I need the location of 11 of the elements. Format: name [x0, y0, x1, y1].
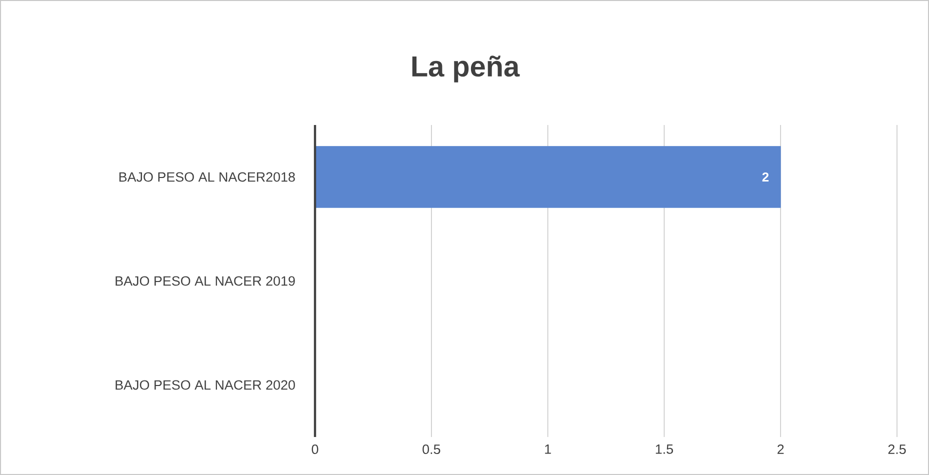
x-tick-label: 0.5 [422, 444, 440, 454]
data-label: 2 [762, 172, 769, 182]
x-tick-label: 1 [545, 444, 551, 454]
x-tick-label: 2.5 [888, 444, 906, 454]
y-tick-label: BAJO PESO AL NACER 2020 [116, 380, 295, 390]
y-tick-label: BAJO PESO AL NACER 2019 [116, 276, 295, 286]
x-tick-label: 2 [778, 444, 784, 454]
y-tick-label: BAJO PESO AL NACER2018 [119, 172, 295, 182]
chart-title: La peña [412, 56, 520, 82]
x-tick-label: 0 [312, 444, 318, 454]
x-tick-label: 1.5 [656, 444, 673, 454]
